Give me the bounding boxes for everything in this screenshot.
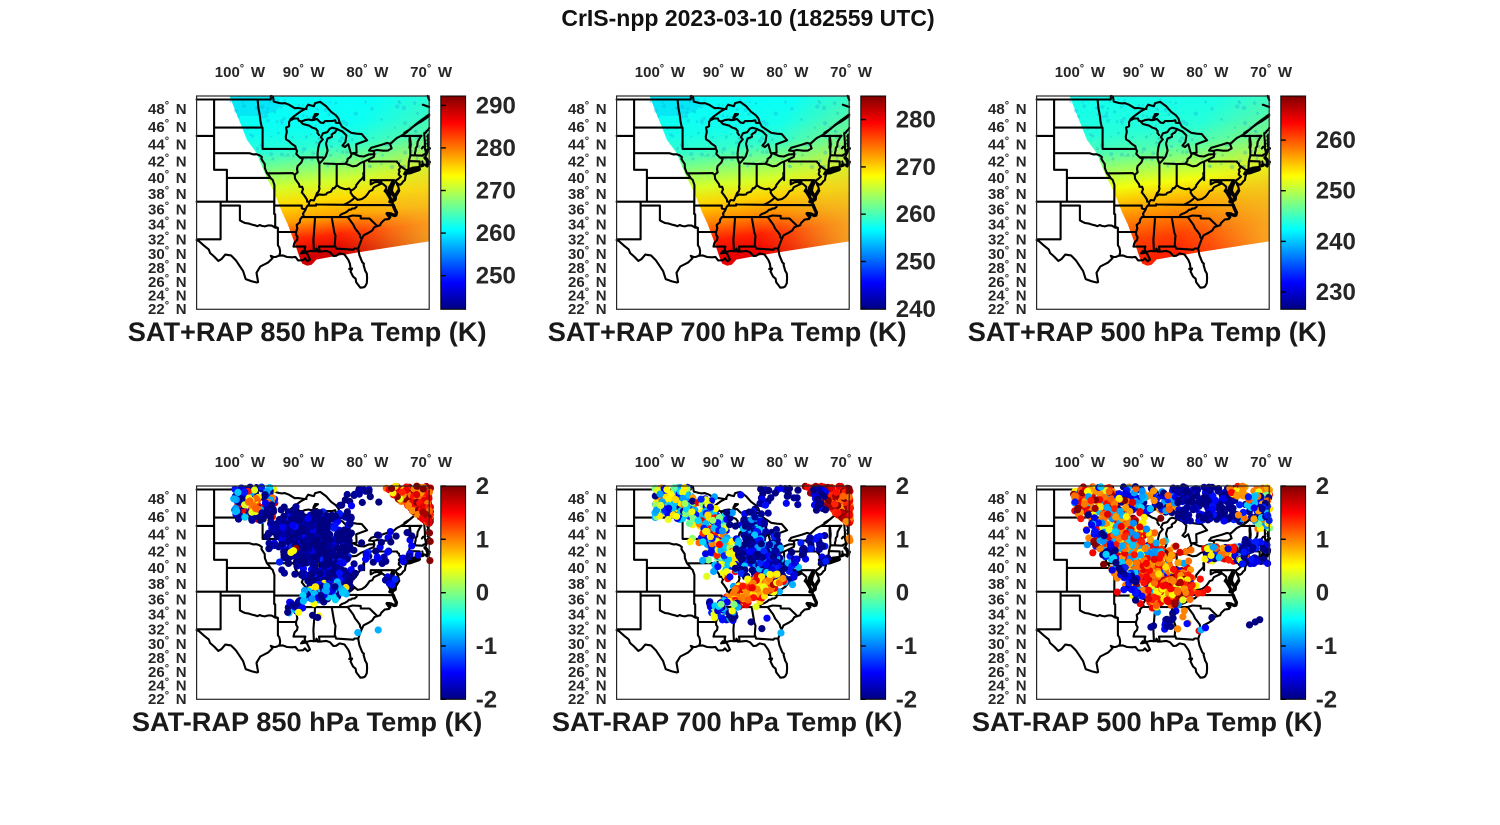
- svg-text:SAT+RAP 700 hPa Temp (K): SAT+RAP 700 hPa Temp (K): [548, 316, 907, 347]
- svg-text:0: 0: [476, 580, 489, 607]
- svg-text:-1: -1: [896, 633, 917, 660]
- svg-text:2: 2: [1316, 473, 1329, 500]
- svg-text:2: 2: [476, 473, 489, 500]
- svg-text:240: 240: [1316, 228, 1356, 255]
- svg-text:SAT-RAP 700 hPa Temp (K): SAT-RAP 700 hPa Temp (K): [552, 706, 903, 737]
- svg-text:1: 1: [476, 526, 489, 553]
- svg-text:280: 280: [476, 135, 516, 162]
- svg-text:-2: -2: [896, 686, 917, 713]
- svg-text:250: 250: [896, 249, 936, 276]
- svg-text:SAT+RAP 850 hPa Temp (K): SAT+RAP 850 hPa Temp (K): [128, 316, 487, 347]
- svg-text:280: 280: [896, 107, 936, 134]
- svg-text:260: 260: [476, 220, 516, 247]
- svg-text:-1: -1: [476, 633, 497, 660]
- svg-text:240: 240: [896, 296, 936, 323]
- svg-text:1: 1: [1316, 526, 1329, 553]
- svg-text:0: 0: [896, 580, 909, 607]
- svg-text:1: 1: [896, 526, 909, 553]
- svg-text:250: 250: [476, 263, 516, 290]
- svg-text:260: 260: [896, 201, 936, 228]
- svg-text:230: 230: [1316, 279, 1356, 306]
- svg-text:-1: -1: [1316, 633, 1337, 660]
- svg-text:2: 2: [896, 473, 909, 500]
- svg-text:-2: -2: [1316, 686, 1337, 713]
- svg-text:CrIS-npp 2023-03-10 (182559 UT: CrIS-npp 2023-03-10 (182559 UTC): [561, 5, 934, 31]
- svg-text:250: 250: [1316, 178, 1356, 205]
- svg-text:SAT+RAP 500 hPa Temp (K): SAT+RAP 500 hPa Temp (K): [968, 316, 1327, 347]
- svg-text:270: 270: [896, 154, 936, 181]
- svg-text:SAT-RAP 850 hPa Temp (K): SAT-RAP 850 hPa Temp (K): [132, 706, 483, 737]
- svg-text:270: 270: [476, 178, 516, 205]
- svg-text:0: 0: [1316, 580, 1329, 607]
- svg-text:260: 260: [1316, 127, 1356, 154]
- svg-text:SAT-RAP 500 hPa Temp (K): SAT-RAP 500 hPa Temp (K): [972, 706, 1323, 737]
- svg-text:290: 290: [476, 92, 516, 119]
- svg-text:-2: -2: [476, 686, 497, 713]
